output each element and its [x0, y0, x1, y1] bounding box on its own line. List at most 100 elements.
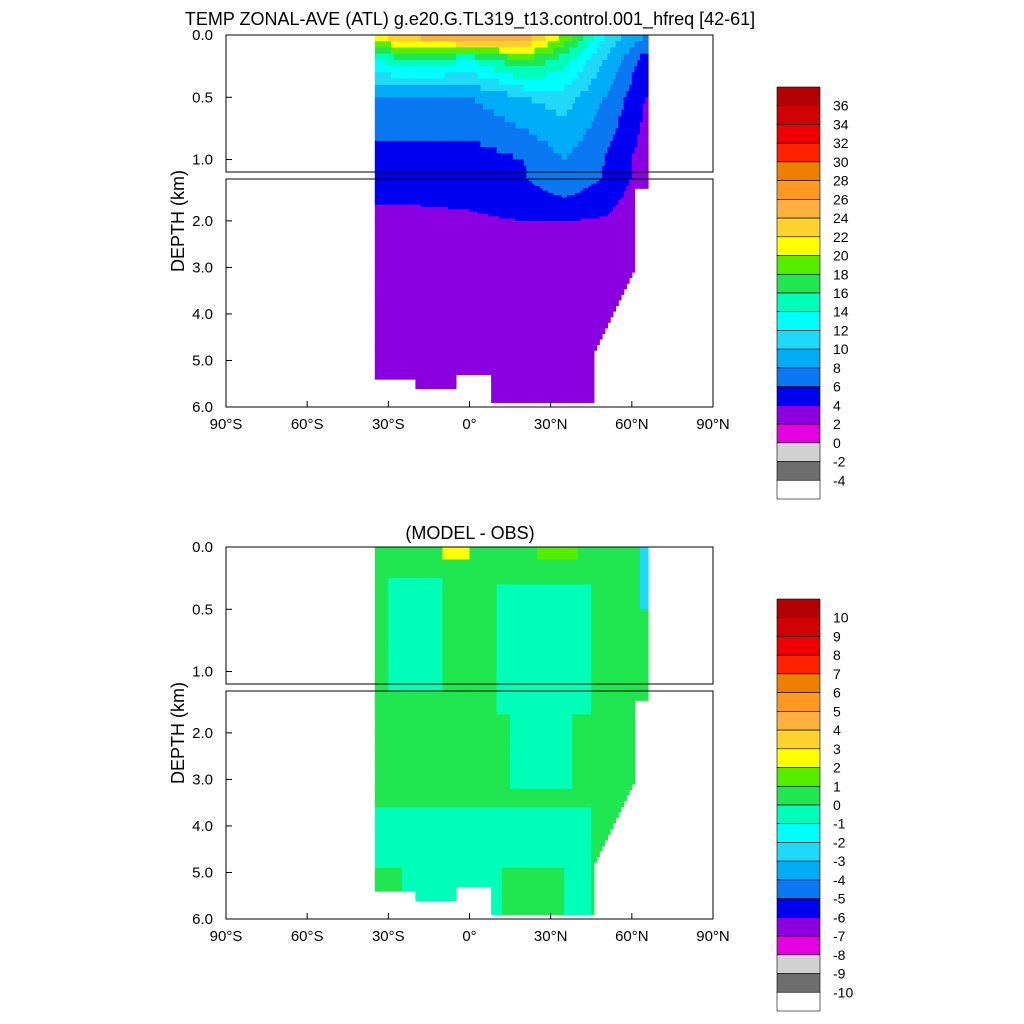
colorbar-swatch [776, 729, 821, 750]
colorbar-label: 6 [833, 379, 841, 395]
colorbar-label: 4 [833, 397, 841, 413]
colorbar-swatch [776, 386, 821, 406]
x-tick-label: 0° [462, 416, 476, 433]
y-tick-label: 6.0 [192, 911, 213, 928]
colorbar-label: -4 [833, 872, 846, 888]
colorbar-swatch [776, 973, 821, 993]
colorbar-label: 32 [833, 135, 849, 151]
colorbar-swatch [776, 673, 821, 693]
colorbar-swatch [776, 86, 821, 107]
x-tick-label: 60°N [615, 416, 649, 433]
colorbar-label: 30 [833, 154, 849, 170]
colorbar-swatch [776, 692, 821, 712]
x-tick-label: 90°S [210, 416, 243, 433]
colorbar-label: -2 [833, 834, 846, 850]
colorbar-swatch [776, 423, 821, 444]
y-tick-label: 3.0 [192, 259, 213, 276]
y-tick-label: 0.5 [192, 601, 213, 618]
chart-title: TEMP ZONAL-AVE (ATL) g.e20.G.TL319_t13.c… [185, 9, 755, 30]
colorbar-swatch [776, 161, 821, 181]
colorbar-swatch [776, 654, 821, 675]
colorbar-swatch [776, 124, 821, 144]
colorbar-label: -9 [833, 966, 846, 982]
colorbar-label: 8 [833, 360, 841, 376]
colorbar-label: 6 [833, 685, 841, 701]
colorbar-swatch [776, 199, 821, 219]
upper-frame [225, 34, 714, 173]
colorbar-swatch [776, 461, 821, 481]
upper-frame [225, 546, 714, 685]
colorbar-label: 10 [833, 610, 849, 626]
colorbar-label: 0 [833, 435, 841, 451]
colorbar-swatch [776, 292, 821, 313]
colorbar-label: 10 [833, 341, 849, 357]
colorbar-label: -6 [833, 909, 846, 925]
colorbar-swatch [776, 180, 821, 200]
colorbar-swatch [776, 823, 821, 843]
colorbar-label: 5 [833, 703, 841, 719]
colorbar-swatch [776, 935, 821, 956]
colorbar-label: 12 [833, 322, 849, 338]
colorbar-label: -4 [833, 472, 846, 488]
temperature-panel: TEMP ZONAL-AVE (ATL) g.e20.G.TL319_t13.c… [168, 9, 755, 433]
colorbar-label: 0 [833, 797, 841, 813]
colorbar-label: -5 [833, 891, 846, 907]
colorbar-swatch [776, 105, 821, 125]
x-tick-label: 30°S [372, 928, 405, 945]
y-tick-label: 2.0 [192, 213, 213, 230]
y-axis-label: DEPTH (km) [168, 682, 188, 784]
colorbar-swatch [776, 217, 821, 238]
colorbar-label: 26 [833, 191, 849, 207]
colorbar-swatch [776, 617, 821, 637]
y-tick-label: 5.0 [192, 352, 213, 369]
colorbar-swatch [776, 479, 821, 500]
x-tick-label: 0° [462, 928, 476, 945]
y-tick-label: 5.0 [192, 864, 213, 881]
colorbar-swatch [776, 405, 821, 425]
colorbar-swatch [776, 711, 821, 731]
x-tick-label: 30°S [372, 416, 405, 433]
colorbar-label: 2 [833, 416, 841, 432]
colorbar-swatch [776, 748, 821, 768]
colorbar-swatch [776, 991, 821, 1012]
colorbar-swatch [776, 273, 821, 294]
colorbar-label: 34 [833, 116, 849, 132]
temperature-field [374, 35, 649, 403]
y-tick-label: 1.0 [192, 664, 213, 681]
colorbar-swatch [776, 785, 821, 806]
y-tick-label: 1.0 [192, 152, 213, 169]
y-tick-label: 4.0 [192, 818, 213, 835]
colorbar-label: 9 [833, 628, 841, 644]
colorbar-label: -2 [833, 454, 846, 470]
difference-field [374, 547, 649, 915]
colorbar-label: 1 [833, 778, 841, 794]
colorbar-swatch [776, 236, 821, 256]
colorbar-label: -10 [833, 984, 853, 1000]
chart-title: (MODEL - OBS) [405, 523, 534, 543]
y-tick-label: 6.0 [192, 399, 213, 416]
colorbar-swatch [776, 860, 821, 881]
model-minus-obs-panel: (MODEL - OBS) DEPTH (km) 90°S 60°S 30°S 0° 30°… [168, 523, 730, 945]
colorbar-label: -7 [833, 928, 846, 944]
colorbar-swatch [776, 142, 821, 163]
colorbar-swatch [776, 879, 821, 899]
x-tick-label: 30°N [534, 416, 568, 433]
colorbar-swatch [776, 348, 821, 369]
colorbar-swatch [776, 636, 821, 656]
y-axis-label: DEPTH (km) [168, 170, 188, 272]
colorbar-swatch [776, 842, 821, 862]
colorbar-swatch [776, 367, 821, 387]
colorbar-label: -3 [833, 853, 846, 869]
colorbar-label: 4 [833, 722, 841, 738]
colorbar-label: 2 [833, 760, 841, 776]
colorbar-label: 24 [833, 210, 849, 226]
colorbar-swatch [776, 804, 821, 825]
y-tick-label: 4.0 [192, 306, 213, 323]
colorbar-label: 8 [833, 647, 841, 663]
y-tick-label: 2.0 [192, 725, 213, 742]
colorbar-swatch [776, 767, 821, 787]
y-tick-label: 0.0 [192, 27, 213, 44]
